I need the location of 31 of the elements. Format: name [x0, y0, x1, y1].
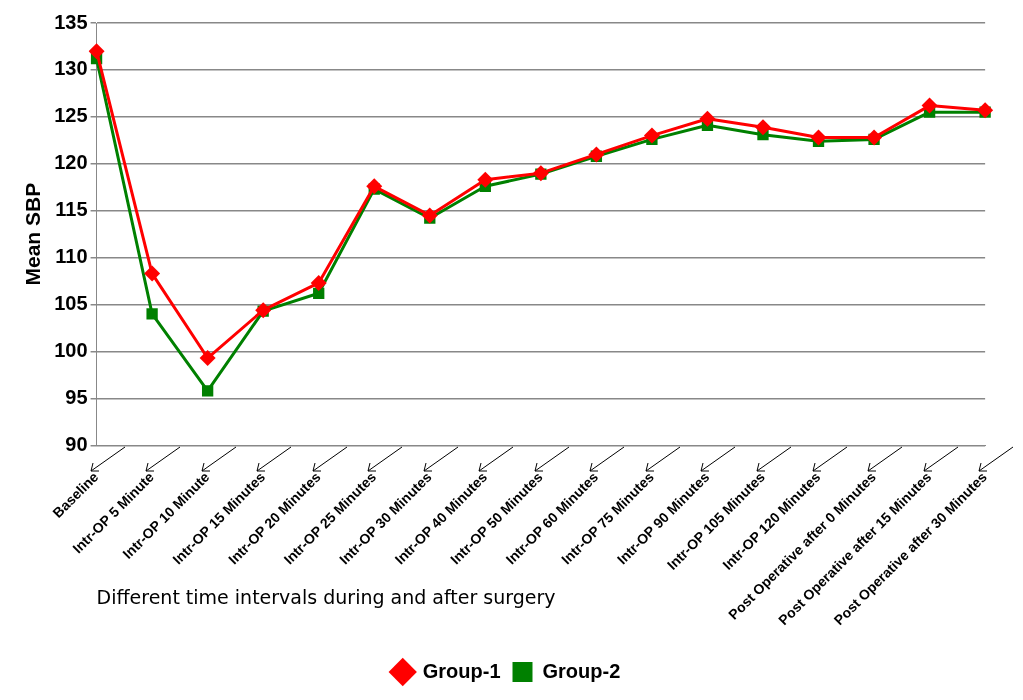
point	[201, 385, 214, 397]
y-tick-label: 90	[65, 432, 88, 455]
y-tick-label: 120	[54, 151, 88, 174]
y-tick-label: 105	[54, 292, 88, 315]
point	[366, 178, 383, 195]
y-tick-label: 100	[54, 339, 88, 361]
y-tick-label: 135	[54, 10, 88, 33]
point	[754, 119, 771, 136]
point	[477, 171, 494, 188]
point	[310, 274, 327, 291]
y-axis-title: Mean SBP	[21, 182, 45, 286]
point	[810, 129, 827, 146]
point	[88, 43, 105, 60]
y-tick-label: 95	[65, 385, 88, 408]
point	[199, 350, 216, 367]
point	[699, 110, 716, 127]
point	[921, 97, 938, 114]
point	[588, 146, 605, 163]
x-axis-title: Different time intervals during and after surgery	[96, 585, 556, 608]
legend-label: Group-2	[542, 659, 621, 682]
y-tick-label: 125	[54, 104, 88, 127]
point	[977, 102, 994, 119]
point	[421, 207, 438, 224]
point	[866, 129, 883, 146]
y-tick-label: 115	[55, 198, 88, 221]
y-tick-label: 110	[55, 245, 88, 268]
point	[146, 308, 158, 320]
legend-label: Group-1	[422, 659, 501, 682]
point	[643, 127, 660, 144]
y-tick-label: 130	[54, 57, 88, 80]
point	[144, 265, 161, 282]
